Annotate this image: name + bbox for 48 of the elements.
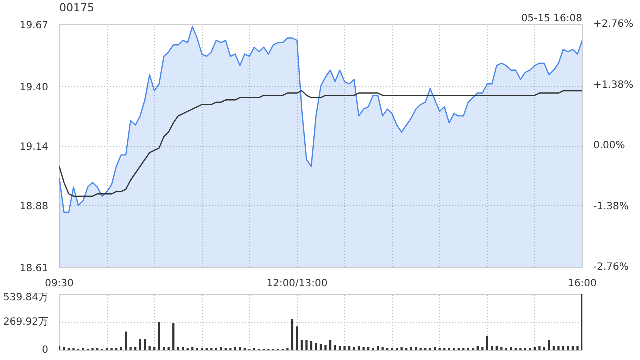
y-tick-label: 19.40 xyxy=(20,82,49,94)
bar xyxy=(300,340,304,350)
text: 05-15 16:08 xyxy=(521,14,583,24)
y-tick-label: 539.84万 xyxy=(4,292,49,304)
y2-tick-label: +2.76% xyxy=(594,19,634,30)
y2-tick-label: -2.76% xyxy=(594,262,629,273)
bar xyxy=(63,347,66,350)
bar xyxy=(362,347,365,350)
y-tick-label: 269.92万 xyxy=(4,317,49,328)
bar xyxy=(291,319,294,350)
bar xyxy=(144,339,146,350)
bar xyxy=(324,345,327,350)
bar xyxy=(130,347,132,350)
bar xyxy=(486,336,488,350)
y-tick-label: 0 xyxy=(42,345,49,356)
y-tick-label: 19.14 xyxy=(20,142,49,153)
bar xyxy=(548,340,550,350)
y-tick-label: 18.61 xyxy=(20,264,49,274)
bar xyxy=(576,346,579,350)
bar xyxy=(158,322,160,350)
bar xyxy=(558,346,560,350)
bar xyxy=(310,341,313,350)
bar xyxy=(315,343,318,350)
bar xyxy=(296,326,298,350)
bar xyxy=(567,346,570,350)
y-tick-label: 19.67 xyxy=(20,20,49,32)
bar xyxy=(306,340,308,350)
x-tick-label: 12:00/13:00 xyxy=(266,278,328,290)
y2-tick-label: 0.00% xyxy=(594,140,626,152)
bar xyxy=(120,347,122,350)
y2-tick-label: -1.38% xyxy=(594,201,629,212)
x-tick-label: 09:30 xyxy=(45,278,74,290)
bar xyxy=(139,339,142,350)
bar xyxy=(382,347,384,350)
y2-tick-label: +1.38% xyxy=(594,80,634,91)
bar xyxy=(124,332,128,350)
bar xyxy=(538,346,541,350)
bar xyxy=(320,344,322,350)
bar xyxy=(510,347,512,350)
bar xyxy=(329,340,332,350)
y-tick-label: 18.88 xyxy=(20,202,49,213)
x-tick-label: 16:00 xyxy=(568,278,597,290)
bar xyxy=(344,346,346,350)
line-series xyxy=(60,90,582,198)
bar xyxy=(353,347,356,350)
bar xyxy=(334,345,336,350)
bar xyxy=(172,324,175,350)
chart-title: 00175 xyxy=(60,2,94,14)
